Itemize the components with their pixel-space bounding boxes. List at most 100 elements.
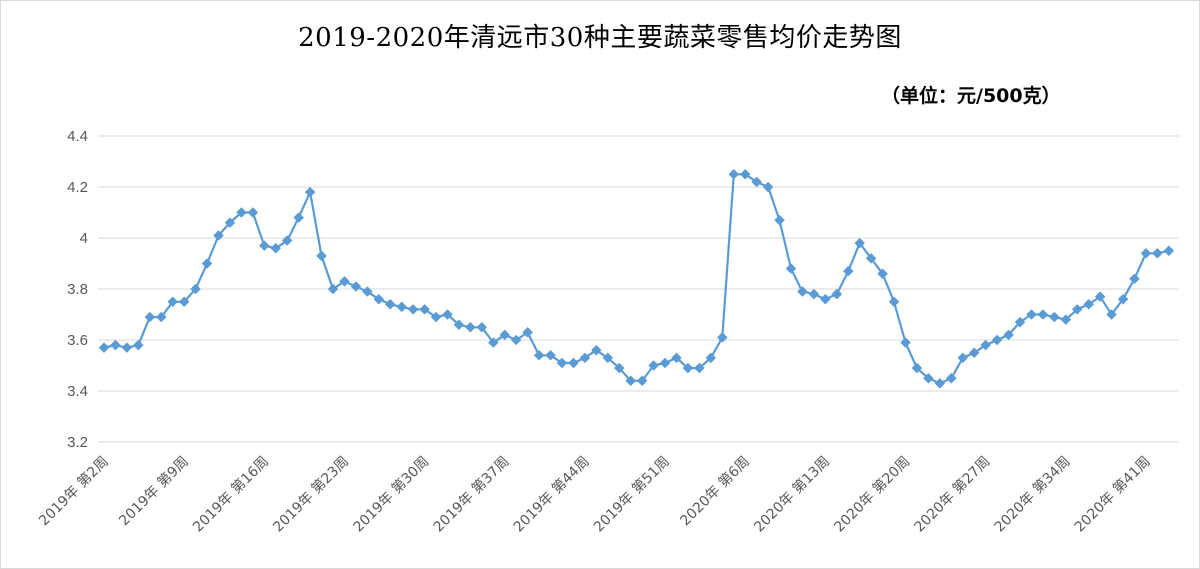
data-point xyxy=(190,283,201,295)
data-point xyxy=(991,334,1003,346)
data-point xyxy=(270,242,282,254)
data-point xyxy=(384,298,396,310)
x-tick-label: 2020年 第20周 xyxy=(831,453,914,536)
series-group xyxy=(98,168,1175,389)
data-point xyxy=(831,288,843,300)
y-tick-label: 4.4 xyxy=(67,128,88,145)
data-point xyxy=(522,326,534,338)
data-point xyxy=(373,293,385,305)
y-tick-label: 3.2 xyxy=(67,434,88,451)
data-point xyxy=(1026,309,1037,320)
series-line xyxy=(103,173,1170,385)
data-point xyxy=(865,253,877,264)
data-point xyxy=(1060,314,1072,325)
y-tick-label: 4.2 xyxy=(67,179,88,196)
x-tick-label: 2020年 第13周 xyxy=(751,453,834,536)
data-point xyxy=(1014,316,1026,328)
data-point xyxy=(590,344,602,356)
data-point xyxy=(728,168,740,180)
data-point xyxy=(808,288,820,300)
data-point xyxy=(602,352,614,364)
data-point xyxy=(247,207,259,218)
data-point xyxy=(877,268,888,280)
data-point xyxy=(510,334,522,346)
data-point xyxy=(694,362,705,374)
data-point xyxy=(716,332,728,343)
data-point xyxy=(751,176,763,188)
data-point xyxy=(407,304,419,315)
x-tick-label: 2019年 第16周 xyxy=(189,453,272,536)
x-tick-label: 2019年 第2周 xyxy=(35,453,111,529)
data-point xyxy=(442,309,453,320)
data-point xyxy=(1117,293,1129,305)
data-point xyxy=(819,293,831,305)
data-point xyxy=(178,296,190,308)
data-point xyxy=(1083,298,1095,310)
data-point xyxy=(132,339,144,351)
data-point xyxy=(465,321,476,333)
y-tick-label: 4 xyxy=(80,230,88,247)
data-point xyxy=(430,311,442,323)
data-point xyxy=(144,311,156,323)
x-tick-label: 2020年 第6周 xyxy=(677,453,753,529)
data-point xyxy=(568,357,579,369)
data-point xyxy=(487,337,499,348)
data-point xyxy=(327,283,339,295)
data-point xyxy=(625,375,637,387)
data-point xyxy=(1037,309,1049,320)
data-point xyxy=(396,301,408,313)
data-point xyxy=(900,337,911,348)
x-tick-label: 2019年 第44周 xyxy=(510,453,593,536)
data-point xyxy=(923,372,934,384)
data-point xyxy=(1048,311,1060,323)
data-point xyxy=(934,377,946,389)
data-point xyxy=(1152,247,1163,259)
data-point xyxy=(556,357,568,369)
x-tick-label: 2020年 第41周 xyxy=(1071,453,1154,536)
data-point xyxy=(453,319,465,331)
x-tick-label: 2020年 第34周 xyxy=(991,453,1074,536)
data-point xyxy=(1106,309,1117,320)
data-point xyxy=(281,235,293,246)
data-point xyxy=(1163,245,1175,257)
data-point xyxy=(213,230,224,241)
data-point xyxy=(361,286,373,297)
data-point xyxy=(659,357,671,369)
data-point xyxy=(316,250,327,262)
x-tick-label: 2019年 第51周 xyxy=(590,453,673,536)
data-point xyxy=(980,339,992,351)
data-point xyxy=(762,181,774,193)
data-point xyxy=(671,352,682,364)
data-point xyxy=(258,240,270,252)
data-point xyxy=(121,342,133,354)
x-tick-label: 2019年 第37周 xyxy=(430,453,513,536)
x-tick-label: 2019年 第23周 xyxy=(270,453,353,536)
x-tick-label: 2019年 第30周 xyxy=(350,453,433,536)
data-point xyxy=(499,329,511,341)
data-point xyxy=(774,214,785,226)
data-point xyxy=(110,339,121,351)
data-point xyxy=(739,168,751,180)
data-point xyxy=(648,360,659,371)
data-point xyxy=(682,362,694,374)
data-point xyxy=(888,296,900,308)
data-point xyxy=(236,207,247,218)
data-point xyxy=(613,362,625,374)
data-point xyxy=(419,304,430,315)
data-point xyxy=(155,311,167,323)
data-point xyxy=(167,296,179,308)
data-point xyxy=(293,212,305,223)
y-axis: 3.2 3.4 3.6 3.8 4 4.2 4.4 xyxy=(67,128,88,451)
gridlines xyxy=(98,135,1179,443)
data-point xyxy=(350,281,362,292)
data-point xyxy=(636,375,648,387)
data-point xyxy=(579,352,591,364)
data-point xyxy=(957,352,969,364)
y-tick-label: 3.6 xyxy=(67,332,88,349)
data-point xyxy=(1129,273,1140,285)
data-point xyxy=(785,263,797,274)
data-point xyxy=(304,186,316,198)
